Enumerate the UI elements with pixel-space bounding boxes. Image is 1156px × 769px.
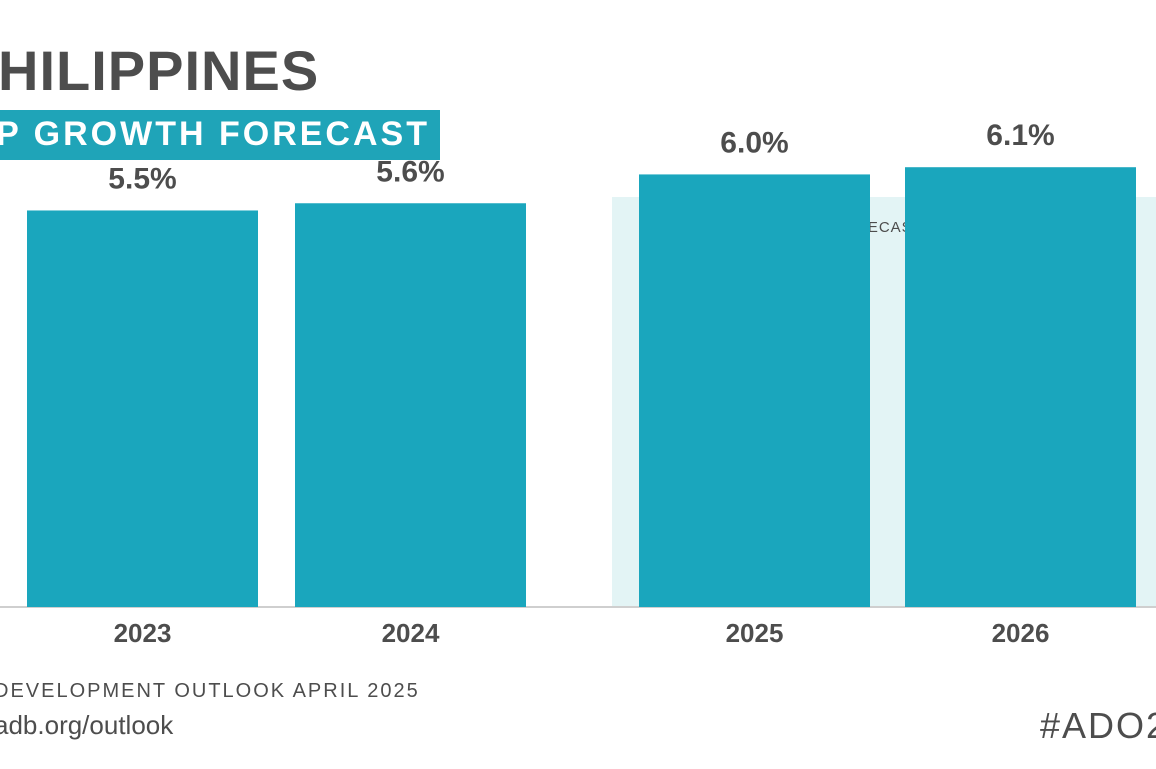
hashtag: #ADO2 (1040, 705, 1156, 746)
chart-title: HILIPPINES (0, 39, 320, 102)
source-url[interactable]: adb.org/outlook (0, 710, 174, 740)
bar-2024 (295, 203, 526, 608)
value-label-2026: 6.1% (986, 119, 1054, 152)
x-tick-label-2023: 2023 (114, 618, 172, 648)
x-tick-label-2025: 2025 (726, 618, 784, 648)
value-label-2023: 5.5% (108, 162, 176, 195)
source-note: DEVELOPMENT OUTLOOK APRIL 2025 (0, 680, 420, 702)
bar-2026 (905, 167, 1136, 608)
subtitle-band: P GROWTH FORECAST (0, 110, 440, 160)
chart-subtitle: P GROWTH FORECAST (0, 115, 430, 153)
value-label-2024: 5.6% (376, 155, 444, 188)
bar-2025 (639, 174, 870, 607)
bar-2023 (27, 210, 258, 607)
value-label-2025: 6.0% (720, 126, 788, 159)
x-tick-label-2024: 2024 (382, 618, 440, 648)
x-tick-label-2026: 2026 (992, 618, 1050, 648)
